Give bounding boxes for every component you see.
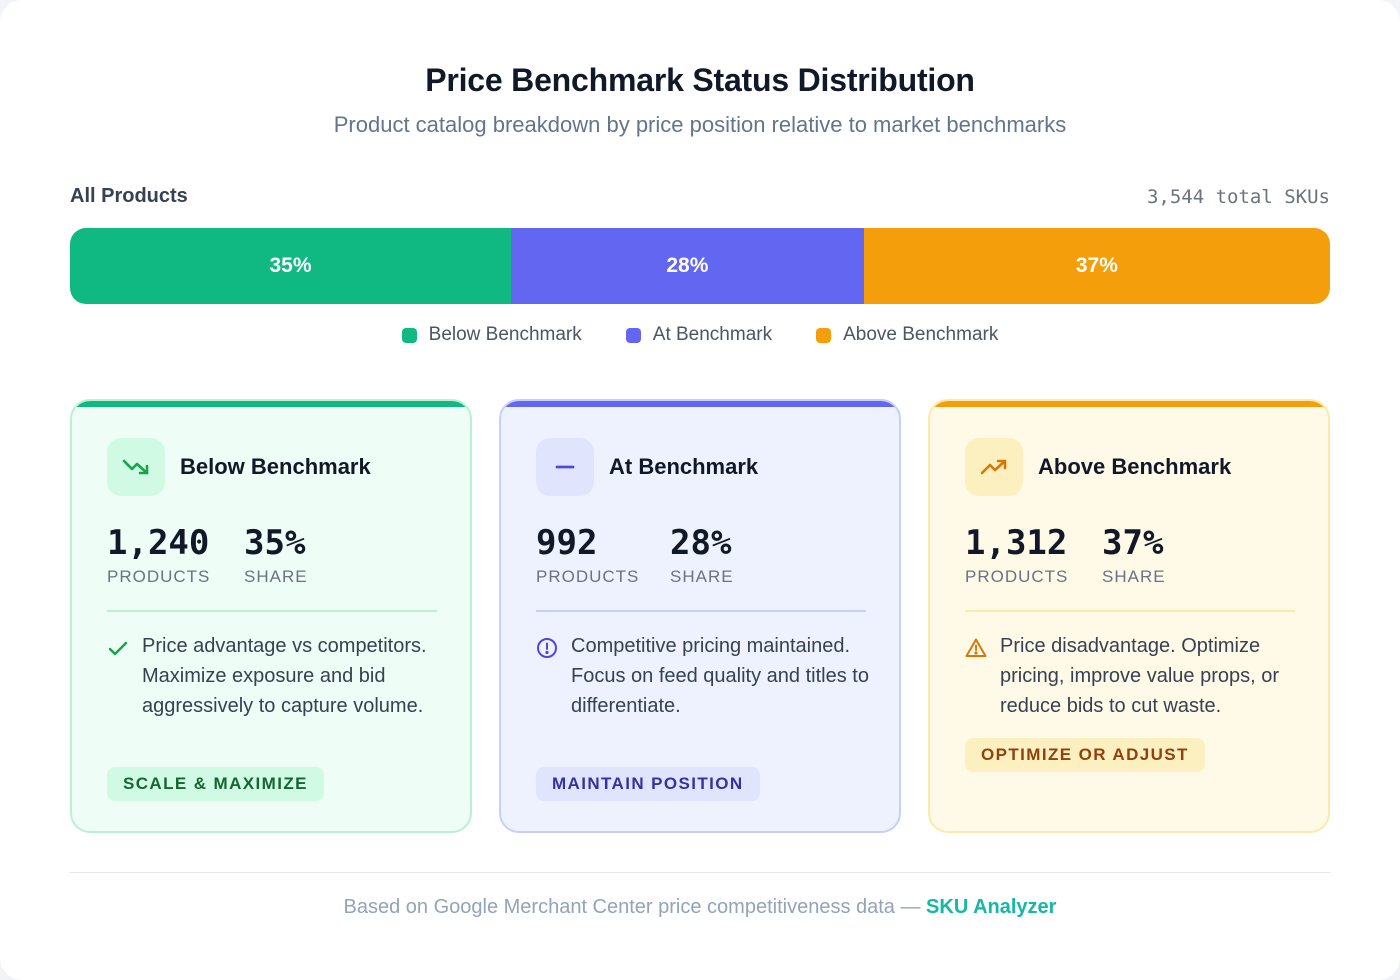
check-icon [108,641,128,656]
share-value: 37% [1102,523,1164,563]
card-note: Price disadvantage. Optimize pricing, im… [1000,635,1280,717]
share-value: 28% [670,523,732,563]
card-divider [107,610,437,612]
products-label: PRODUCTS [536,567,640,586]
minus-icon [555,465,575,469]
card-note: Competitive pricing maintained. Focus on… [571,635,869,717]
trend-up-icon [980,459,1007,475]
action-tag: MAINTAIN POSITION [536,767,760,801]
footer: Based on Google Merchant Center price co… [0,896,1400,919]
card-note: Price advantage vs competitors. Maximize… [142,635,427,717]
card-below-benchmark: Below Benchmark 1,240 PRODUCTS 35% SHARE… [70,399,472,833]
card-icon-badge [965,438,1023,496]
legend-label: At Benchmark [652,324,773,345]
total-skus: 3,544 total SKUs [1146,186,1330,208]
products-label: PRODUCTS [965,567,1069,586]
card-divider [536,610,866,612]
products-count: 1,312 [965,523,1068,563]
page-title: Price Benchmark Status Distribution [425,62,975,98]
footer-brand-link[interactable]: SKU Analyzer [926,896,1057,918]
segment-below-benchmark[interactable]: 35% [70,228,511,304]
card-title: Above Benchmark [1038,454,1232,479]
distribution-bar: 35% 28% 37% [70,228,1330,304]
share-value: 35% [244,523,306,563]
warning-triangle-icon [965,638,987,657]
distribution-label: All Products [70,185,188,207]
legend: Below Benchmark At Benchmark Above Bench… [0,324,1400,346]
action-tag: SCALE & MAXIMIZE [107,767,324,801]
legend-label: Below Benchmark [428,324,582,345]
card-icon-badge [536,438,594,496]
legend-item-below: Below Benchmark [401,324,582,346]
share-label: SHARE [244,567,308,586]
card-accent-line [930,401,1328,407]
legend-swatch [625,327,641,343]
footer-divider [70,872,1330,873]
card-title: At Benchmark [609,454,759,479]
card-accent-line [501,401,899,407]
products-count: 1,240 [107,523,210,563]
card-divider [965,610,1295,612]
legend-item-at: At Benchmark [625,324,773,346]
card-at-benchmark: At Benchmark 992 PRODUCTS 28% SHARE Comp… [499,399,901,833]
card-icon-badge [107,438,165,496]
card-accent-line [72,401,470,407]
segment-above-benchmark[interactable]: 37% [863,228,1330,304]
info-circle-icon [537,638,557,658]
share-label: SHARE [1102,567,1166,586]
legend-label: Above Benchmark [843,324,999,345]
footer-text: Based on Google Merchant Center price co… [343,896,927,918]
share-label: SHARE [670,567,734,586]
legend-item-above: Above Benchmark [816,324,998,346]
card-title: Below Benchmark [180,454,371,479]
legend-swatch [401,327,417,343]
page-subtitle: Product catalog breakdown by price posit… [333,112,1067,137]
segment-at-benchmark[interactable]: 28% [511,228,864,304]
action-tag: OPTIMIZE OR ADJUST [965,738,1205,772]
legend-swatch [816,327,832,343]
products-label: PRODUCTS [107,567,211,586]
card-above-benchmark: Above Benchmark 1,312 PRODUCTS 37% SHARE… [928,399,1330,833]
products-count: 992 [536,523,598,563]
trend-down-icon [122,459,149,475]
